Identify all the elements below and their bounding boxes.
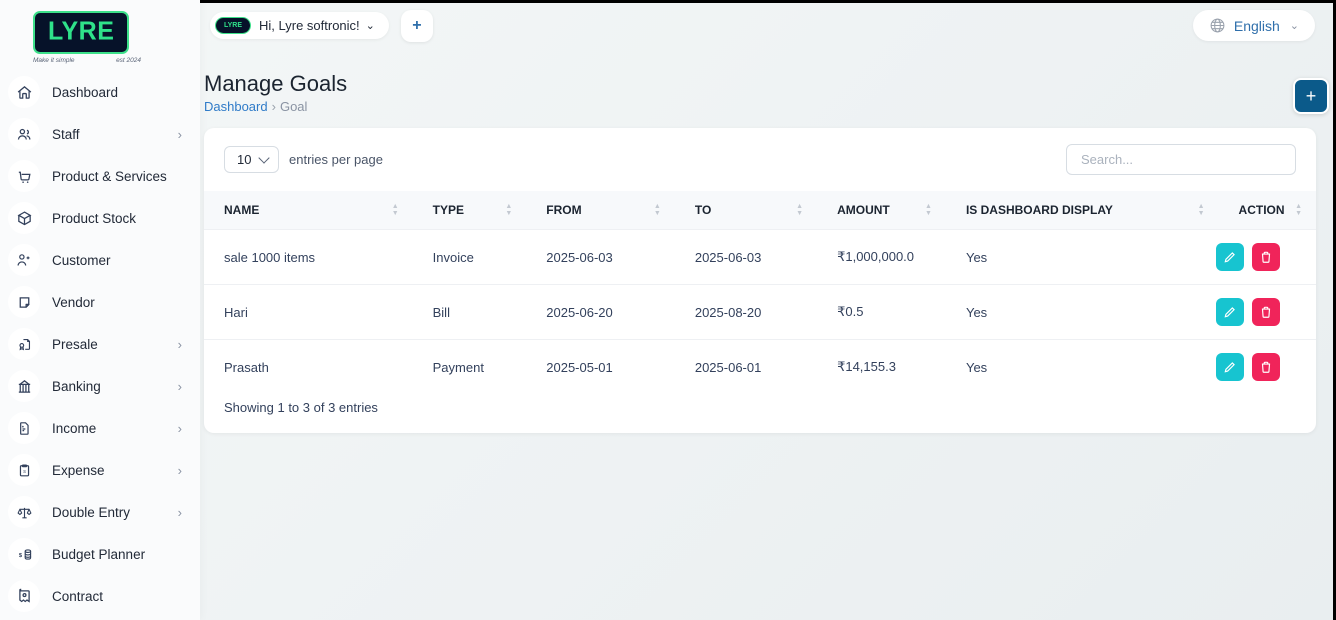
svg-text:$: $ <box>18 552 22 558</box>
svg-text:S: S <box>23 468 26 473</box>
